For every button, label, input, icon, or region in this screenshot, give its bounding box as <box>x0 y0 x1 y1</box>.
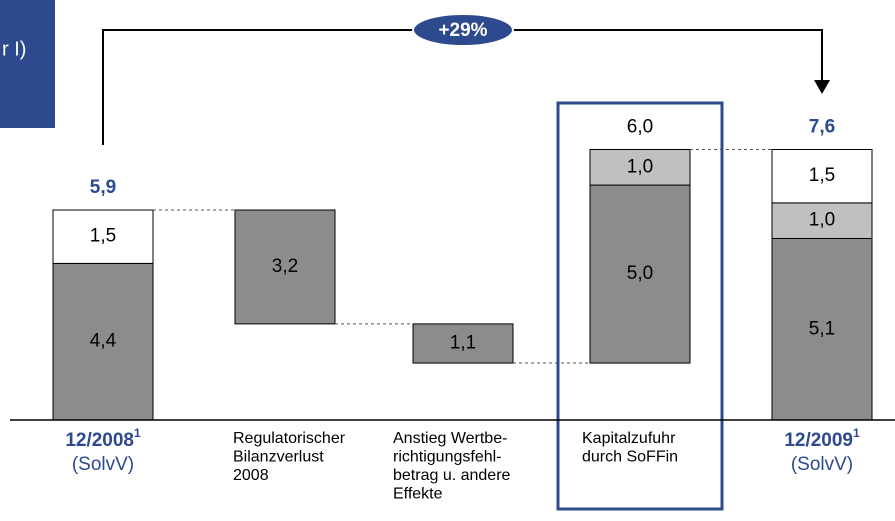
category-label: Regulatorischer <box>233 430 346 447</box>
value-label: 1,1 <box>450 332 476 353</box>
category-label: durch SoFFin <box>582 449 678 466</box>
category-label: betrag u. andere <box>393 467 511 484</box>
category-label: (SolvV) <box>72 454 134 475</box>
bar-segment <box>412 323 514 364</box>
value-label: 1,0 <box>627 156 653 177</box>
bar-segment <box>771 237 873 421</box>
bar-segment <box>52 262 154 421</box>
category-label: 12/20091 <box>784 426 860 451</box>
category-label: Anstieg Wertbe- <box>393 430 507 447</box>
value-label: 1,0 <box>809 210 835 231</box>
total-label: 6,0 <box>627 117 653 138</box>
highlight-box <box>556 101 724 511</box>
value-label: 1,5 <box>809 165 835 186</box>
total-label: 7,6 <box>809 117 835 138</box>
value-label: 4,4 <box>90 331 117 352</box>
total-label: 5,9 <box>90 177 116 198</box>
category-text: (SolvV) <box>72 454 134 475</box>
bar-segment <box>771 148 873 204</box>
arrow-head <box>814 80 830 94</box>
category-label: 12/20081 <box>65 426 141 451</box>
bar-segment <box>52 209 154 264</box>
bar-segment <box>589 148 691 186</box>
footnote-mark: 1 <box>134 426 141 440</box>
category-label: 2008 <box>233 467 269 484</box>
annotation-label: +29% <box>438 20 487 41</box>
bar-segment <box>589 184 691 364</box>
value-label: 5,1 <box>809 318 835 339</box>
bar-segment <box>234 209 336 325</box>
category-text: 12/2009 <box>784 430 853 451</box>
value-label: 5,0 <box>627 263 653 284</box>
category-label: (SolvV) <box>791 454 853 475</box>
category-text: 12/2008 <box>65 430 134 451</box>
bar-segment <box>771 202 873 239</box>
category-text: (SolvV) <box>791 454 853 475</box>
footnote-mark: 1 <box>853 426 860 440</box>
category-label: Bilanzverlust <box>233 449 324 466</box>
growth-arrow <box>102 29 823 145</box>
category-label: Kapitalzufuhr <box>582 430 676 447</box>
header-box <box>0 0 55 128</box>
header-fragment: r I) <box>2 38 26 60</box>
value-label: 3,2 <box>272 256 298 277</box>
annotation-badge <box>412 13 514 47</box>
category-label: richtigungsfehl- <box>393 449 502 466</box>
value-label: 1,5 <box>90 226 116 247</box>
category-label: Effekte <box>393 486 443 503</box>
